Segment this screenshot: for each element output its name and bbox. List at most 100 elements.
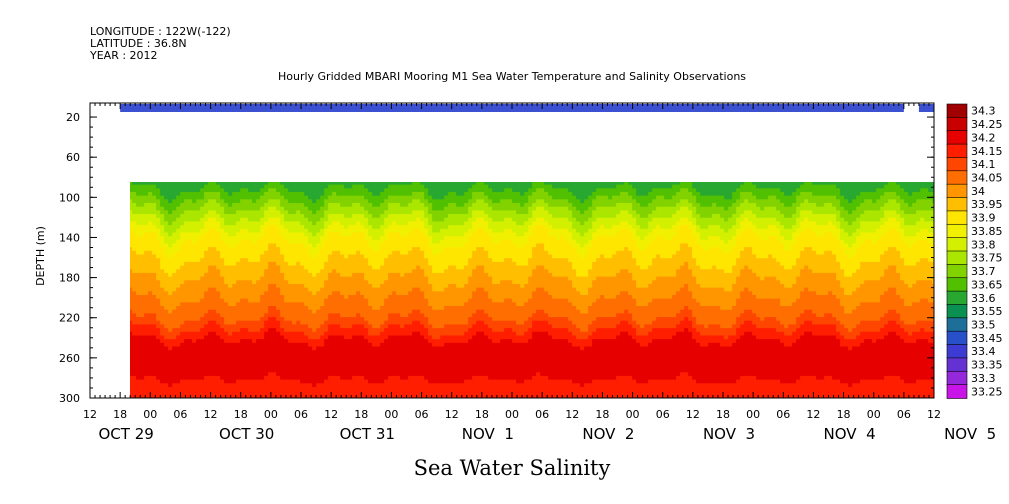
heatmap-cell (280, 390, 285, 395)
heatmap-cell (324, 372, 329, 377)
heatmap-cell (264, 386, 269, 392)
heatmap-cell (364, 191, 369, 197)
heatmap-cell (352, 243, 357, 248)
heatmap-cell (304, 375, 309, 381)
heatmap-cell (248, 206, 253, 211)
heatmap-cell (344, 232, 349, 237)
heatmap-cell (196, 250, 201, 256)
heatmap-cell (436, 328, 441, 333)
heatmap-cell (172, 228, 177, 234)
heatmap-cell (144, 217, 149, 223)
heatmap-cell (332, 287, 337, 292)
heatmap-cell (272, 375, 277, 381)
heatmap-cell (320, 298, 325, 303)
heatmap-cell (244, 342, 249, 348)
heatmap-cell (156, 372, 161, 377)
heatmap-cell (212, 346, 217, 351)
heatmap-cell (316, 191, 321, 197)
heatmap-cell (160, 328, 165, 333)
heatmap-cell (448, 386, 453, 392)
heatmap-cell (420, 206, 425, 211)
heatmap-cell (200, 291, 205, 296)
heatmap-cell (130, 283, 133, 289)
heatmap-cell (316, 357, 321, 362)
heatmap-cell (172, 331, 177, 337)
heatmap-cell (184, 276, 189, 281)
heatmap-cell (316, 328, 321, 333)
heatmap-cell (452, 191, 457, 197)
heatmap-cell (432, 272, 437, 278)
heatmap-cell (232, 357, 237, 362)
heatmap-cell (212, 375, 217, 381)
heatmap-cell (280, 394, 285, 398)
heatmap-cell (212, 203, 217, 208)
heatmap-cell (156, 291, 161, 296)
heatmap-cell (300, 386, 305, 392)
heatmap-cell (328, 250, 333, 256)
heatmap-cell (400, 350, 405, 355)
heatmap-cell (288, 228, 293, 234)
heatmap-cell (352, 184, 357, 189)
heatmap-cell (436, 372, 441, 377)
heatmap-cell (136, 261, 141, 267)
heatmap-cell (256, 320, 261, 326)
heatmap-cell (192, 390, 197, 395)
heatmap-cell (392, 265, 397, 270)
heatmap-cell (344, 364, 349, 370)
heatmap-cell (452, 195, 457, 200)
heatmap-cell (232, 191, 237, 197)
heatmap-cell (356, 298, 361, 303)
heatmap-cell (180, 195, 185, 200)
heatmap-cell (200, 217, 205, 223)
heatmap-cell (380, 390, 385, 395)
heatmap-cell (184, 324, 189, 329)
heatmap-cell (336, 324, 341, 329)
heatmap-cell (364, 298, 369, 303)
heatmap-cell (396, 206, 401, 211)
heatmap-cell (428, 328, 433, 333)
heatmap-cell (288, 324, 293, 329)
heatmap-cell (436, 390, 441, 395)
heatmap-cell (424, 225, 429, 230)
heatmap-cell (176, 364, 181, 370)
heatmap-cell (184, 182, 189, 186)
heatmap-cell (268, 339, 273, 344)
heatmap-cell (220, 184, 225, 189)
heatmap-cell (268, 361, 273, 366)
heatmap-cell (296, 361, 301, 366)
heatmap-cell (368, 243, 373, 248)
heatmap-cell (176, 228, 181, 234)
heatmap-cell (236, 265, 241, 270)
heatmap-cell (252, 206, 257, 211)
heatmap-cell (228, 317, 233, 322)
heatmap-cell (384, 298, 389, 303)
heatmap-cell (400, 298, 405, 303)
heatmap-cell (448, 291, 453, 296)
heatmap-cell (192, 291, 197, 296)
heatmap-cell (376, 350, 381, 355)
heatmap-cell (420, 188, 425, 193)
heatmap-cell (152, 317, 157, 322)
heatmap-cell (360, 298, 365, 303)
heatmap-cell (420, 247, 425, 252)
heatmap-cell (392, 350, 397, 355)
heatmap-cell (424, 361, 429, 366)
year-label: YEAR : 2012 (89, 49, 158, 62)
heatmap-cell (256, 214, 261, 219)
heatmap-cell (400, 328, 405, 333)
heatmap-cell (300, 221, 305, 226)
heatmap-cell (208, 287, 213, 292)
heatmap-cell (408, 375, 413, 381)
heatmap-cell (172, 368, 177, 373)
heatmap-cell (172, 350, 177, 355)
heatmap-cell (432, 313, 437, 318)
heatmap-cell (240, 250, 245, 256)
heatmap-cell (304, 254, 309, 259)
heatmap-cell (424, 372, 429, 377)
heatmap-cell (412, 182, 417, 186)
heatmap-cell (324, 287, 329, 292)
heatmap-cell (344, 298, 349, 303)
heatmap-cell (392, 199, 397, 204)
heatmap-cell (372, 243, 377, 248)
heatmap-cell (324, 298, 329, 303)
